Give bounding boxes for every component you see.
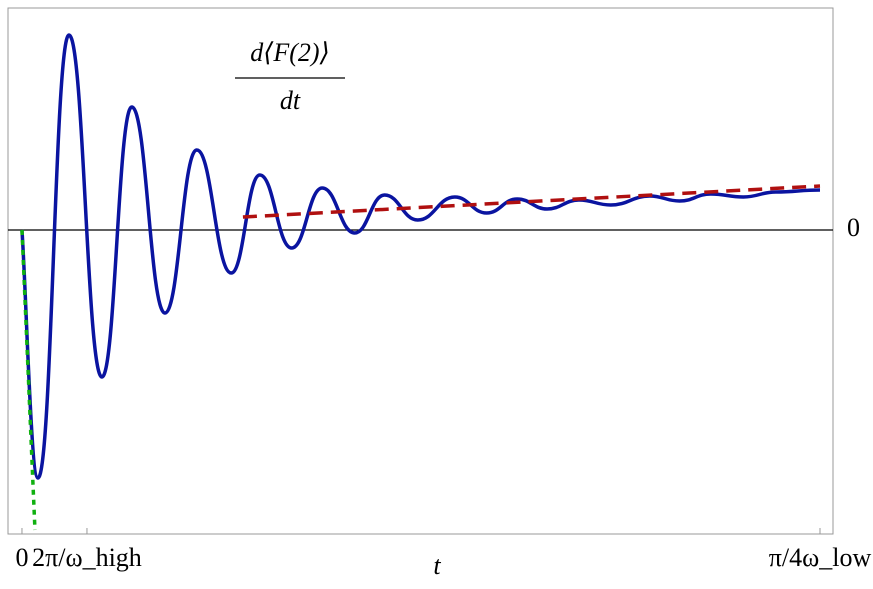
x-tick-label: 2π/ω_high: [32, 543, 142, 572]
x-tick-label: 0: [15, 543, 28, 572]
plot-frame: [7, 7, 834, 535]
annotation-numerator: d⟨F(2)⟩: [250, 38, 330, 67]
annotation-denominator: dt: [280, 86, 301, 115]
x-tick-label: π/4ω_low: [769, 543, 872, 572]
series-line: [20, 229, 37, 531]
series-line: [242, 184, 821, 219]
series-line: [20, 33, 821, 480]
y-tick-label: 0: [847, 213, 860, 242]
x-axis-label: t: [433, 551, 441, 580]
